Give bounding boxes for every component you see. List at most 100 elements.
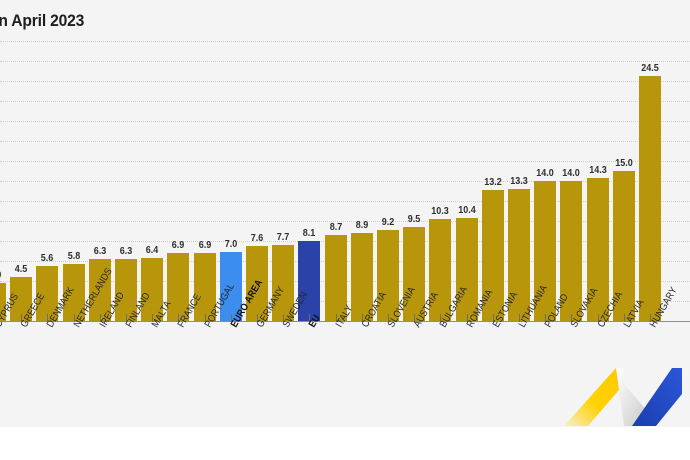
x-axis-line — [0, 321, 690, 322]
bar-value-label: 6.4 — [145, 244, 159, 256]
axis-tick — [650, 314, 651, 322]
bar[interactable] — [429, 218, 452, 322]
bar[interactable] — [167, 252, 190, 322]
bar-value-label: 13.2 — [484, 176, 502, 188]
bar-item[interactable]: 5.8 — [62, 61, 85, 322]
bar[interactable] — [350, 232, 373, 322]
bar[interactable] — [639, 76, 661, 322]
axis-tick — [623, 314, 625, 322]
bar-item[interactable]: 10.3 — [429, 61, 452, 322]
bar-value-label: 24.5 — [641, 63, 659, 75]
bar-item[interactable]: 14.0 — [560, 61, 583, 322]
bar-item[interactable]: 9.2 — [377, 61, 399, 322]
axis-tick — [361, 314, 363, 322]
bar-value-label: 13.3 — [510, 175, 528, 187]
bar[interactable] — [377, 229, 399, 322]
bar[interactable] — [36, 265, 59, 322]
axis-tick — [519, 314, 520, 322]
bar-value-label: 3.9 — [0, 270, 1, 281]
axis-tick — [388, 314, 389, 322]
axis-tick — [283, 314, 285, 322]
bar[interactable] — [560, 181, 583, 322]
bar[interactable] — [62, 263, 85, 322]
bar-value-label: 10.3 — [431, 205, 450, 217]
axis-tick — [178, 314, 180, 322]
bar-item[interactable]: 5.6 — [36, 61, 59, 322]
bar-item[interactable]: 6.9 — [167, 61, 190, 322]
bar-value-label: 8.1 — [303, 227, 316, 239]
bar-item[interactable]: 7.0 — [219, 61, 242, 322]
bar[interactable] — [193, 252, 216, 322]
bar-item[interactable]: 7.7 — [272, 61, 295, 322]
bar-value-label: 6.3 — [93, 245, 107, 257]
bar-value-label: 15.0 — [615, 158, 633, 170]
bar-item[interactable]: 15.0 — [612, 61, 635, 322]
bar-value-label: 9.5 — [407, 213, 421, 225]
bar-value-label: 7.0 — [224, 238, 238, 250]
axis-tick — [73, 314, 75, 322]
bar[interactable] — [10, 276, 33, 322]
bar-value-label: 6.9 — [198, 239, 211, 251]
axis-tick — [99, 314, 101, 322]
bar[interactable] — [324, 234, 347, 322]
bar[interactable] — [481, 189, 504, 322]
bar-value-label: 5.8 — [67, 250, 80, 262]
bar-value-label: 6.9 — [172, 239, 185, 251]
bar-item[interactable]: 6.9 — [193, 61, 216, 322]
bar[interactable] — [141, 257, 164, 322]
axis-tick — [440, 314, 442, 322]
bar[interactable] — [508, 188, 530, 322]
bar[interactable] — [403, 226, 426, 322]
bar-item[interactable]: 8.1 — [298, 61, 321, 322]
bar-item[interactable]: 13.3 — [508, 61, 530, 322]
axis-tick — [230, 314, 232, 322]
bar[interactable] — [455, 217, 478, 322]
bar-item[interactable]: 6.4 — [141, 61, 164, 322]
axis-tick — [257, 314, 258, 322]
bar-item[interactable]: 14.3 — [586, 61, 609, 322]
bar-item[interactable]: 9.5 — [403, 61, 426, 322]
bar-item[interactable]: 14.0 — [534, 61, 557, 322]
bar[interactable] — [246, 245, 268, 322]
bar-item[interactable]: 6.3 — [88, 61, 111, 322]
bar[interactable] — [88, 258, 111, 322]
bar-value-label: 14.0 — [562, 168, 581, 180]
axis-tick — [47, 314, 49, 322]
bar[interactable] — [0, 282, 6, 322]
bar-value-label: 14.3 — [588, 165, 607, 177]
bar[interactable] — [219, 251, 242, 322]
bar-value-label: 14.0 — [536, 168, 554, 180]
bar-item[interactable]: 8.9 — [350, 61, 373, 322]
axis-tick — [492, 314, 494, 322]
bar-value-label: 10.4 — [457, 204, 476, 216]
bar-item[interactable]: 13.2 — [481, 61, 504, 322]
axis-tick — [152, 314, 154, 322]
bar[interactable] — [612, 171, 635, 322]
bar-item[interactable]: 7.6 — [246, 61, 268, 322]
bar-item[interactable]: 8.7 — [324, 61, 347, 322]
bar-item[interactable]: 6.3 — [115, 61, 137, 322]
bar-item[interactable]: 10.4 — [455, 61, 478, 322]
bar[interactable] — [534, 181, 557, 322]
bar-item[interactable]: 24.5 — [639, 61, 661, 322]
bar-value-label: 9.2 — [381, 216, 395, 228]
bar[interactable] — [298, 240, 321, 322]
axis-tick — [466, 314, 468, 322]
axis-tick — [126, 314, 127, 322]
bar-value-label: 8.7 — [329, 221, 342, 233]
bar[interactable] — [115, 258, 137, 322]
telex-zigzag-logo — [564, 368, 682, 426]
bar-value-label: 7.7 — [276, 231, 290, 243]
bar-value-label: 4.5 — [14, 263, 28, 275]
bar-item[interactable]: 3.9 — [0, 61, 6, 322]
axis-tick — [309, 314, 311, 322]
bar[interactable] — [586, 178, 609, 322]
axis-tick — [21, 314, 23, 322]
axis-tick — [335, 314, 337, 322]
bar-series: 3.9 4.5 5.6 5.8 6.3 6.3 6.4 6.9 6.9 7.0 7.6 7.7 8.1 8… — [0, 62, 690, 322]
bar-item[interactable]: 4.5 — [10, 61, 33, 322]
bar-value-label: 8.9 — [355, 219, 369, 231]
bar[interactable] — [272, 244, 295, 322]
axis-tick — [571, 314, 573, 322]
